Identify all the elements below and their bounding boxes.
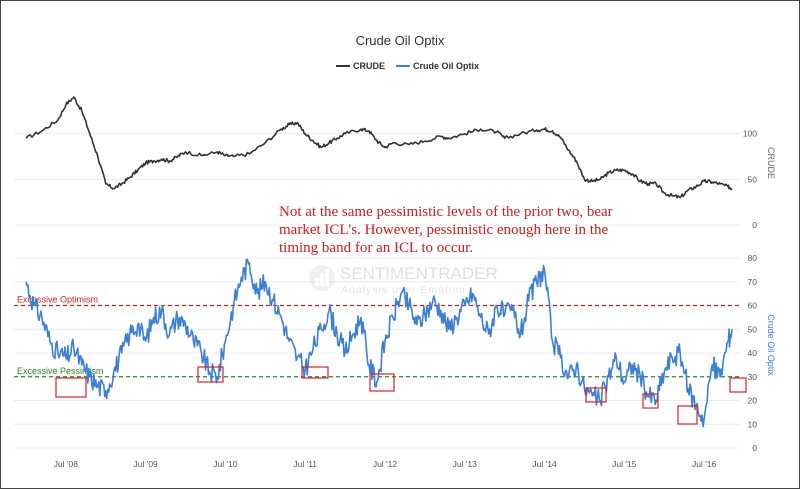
optix-gridlines: [14, 257, 740, 449]
crude-gridlines: [14, 133, 740, 226]
highlight-box: [197, 366, 224, 383]
optix-y-tick-label: 50: [748, 324, 758, 334]
legend: CRUDE Crude Oil Optix: [336, 61, 479, 71]
optix-axis-title: Crude Oil Optix: [766, 314, 776, 376]
highlight-box: [642, 393, 659, 409]
legend-label-optix: Crude Oil Optix: [413, 61, 479, 71]
x-tick-label: Jul '09: [133, 459, 158, 469]
optix-y-tick-label: 60: [748, 301, 758, 311]
x-tick-label: Jul '16: [692, 459, 717, 469]
crude-axis-title: CRUDE: [766, 147, 776, 179]
highlight-box: [677, 405, 698, 425]
x-tick-label: Jul '15: [612, 459, 637, 469]
annotation-line-1: Not at the same pessimistic levels of th…: [279, 204, 613, 220]
optix-y-tick-label: 30: [748, 372, 758, 382]
annotation-line-3: timing band for an ICL to occur.: [279, 240, 473, 256]
crude-y-tick-labels: 100 50 0: [743, 129, 757, 230]
highlight-box: [585, 387, 607, 403]
crude-series-line[interactable]: [25, 96, 733, 199]
optix-y-tick-label: 20: [748, 396, 758, 406]
highlight-box: [55, 377, 87, 398]
x-tick-label: Jul '11: [293, 459, 317, 469]
x-tick-label: Jul '13: [453, 459, 478, 469]
legend-item-crude[interactable]: CRUDE: [336, 61, 385, 71]
x-tick-label: Jul '14: [532, 459, 557, 469]
x-tick-labels: Jul '08 Jul '09 Jul '10 Jul '11 Jul '12 Jul '…: [54, 459, 717, 469]
optix-series-line[interactable]: [25, 258, 733, 428]
legend-label-crude: CRUDE: [353, 61, 385, 71]
x-tick-label: Jul '10: [213, 459, 238, 469]
chart-title: Crude Oil Optix: [356, 33, 445, 48]
highlight-box: [729, 377, 747, 393]
crude-y-tick-label: 0: [752, 220, 757, 230]
optix-y-tick-label: 0: [752, 443, 757, 453]
optix-y-tick-labels: 80 70 60 50 40 30 20 10 0: [748, 253, 758, 453]
x-tick-label: Jul '12: [373, 459, 398, 469]
watermark-logo-bar-2: [320, 273, 324, 286]
excessive-pessimism-label: Excessive Pessimism: [17, 366, 104, 376]
low-highlight-boxes: [55, 366, 747, 425]
watermark-name: SENTIMENTRADER: [340, 264, 498, 283]
annotation-line-2: market ICL's. However, pessimistic enoug…: [279, 222, 608, 238]
watermark-logo-bar-3: [325, 269, 329, 286]
plot-area: [14, 88, 740, 448]
optix-y-tick-label: 40: [748, 348, 758, 358]
watermark-logo-bar-1: [315, 278, 319, 286]
optix-y-tick-label: 10: [748, 419, 758, 429]
excessive-optimism-label: Excessive Optimism: [17, 295, 98, 305]
optix-y-tick-label: 70: [748, 277, 758, 287]
annotation-text: Not at the same pessimistic levels of th…: [279, 204, 616, 256]
highlight-box: [369, 373, 395, 392]
crude-y-tick-label: 50: [748, 174, 758, 184]
x-tick-label: Jul '08: [54, 459, 79, 469]
legend-item-optix[interactable]: Crude Oil Optix: [396, 61, 479, 71]
crude-y-tick-label: 100: [743, 129, 757, 139]
watermark-logo-icon: [309, 265, 335, 291]
optix-y-tick-label: 80: [748, 253, 758, 263]
highlight-box: [301, 366, 329, 379]
